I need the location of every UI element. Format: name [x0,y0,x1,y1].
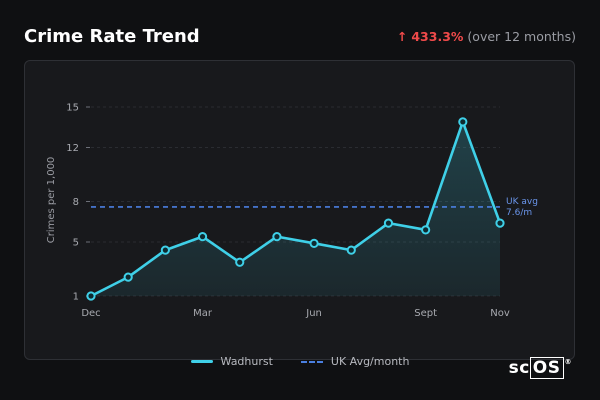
x-tick-label-0: Dec [81,308,100,319]
y-tick-label-1: 5 [73,238,79,249]
data-point-6[interactable] [309,238,319,248]
x-tick-label-2: Jun [305,308,322,319]
change-percent: 433.3% [411,29,464,44]
x-tick-label-3: Sept [414,308,437,319]
data-point-3[interactable] [197,232,208,242]
y-tick-label-2: 8 [73,197,79,208]
page-title: Crime Rate Trend [24,26,200,47]
data-point-11[interactable] [495,218,505,228]
legend-label-uk-avg: UK Avg/month [330,355,410,368]
data-point-5[interactable] [272,232,282,242]
change-indicator: ↑ 433.3% (over 12 months) [397,29,576,44]
legend-solid-line-icon [190,360,213,363]
change-period: (over 12 months) [467,29,576,44]
data-points [86,117,505,301]
x-tick-label-4: Nov [490,308,510,319]
y-tick-label-4: 15 [66,103,79,114]
chart-legend: Wadhurst UK Avg/month [0,355,600,368]
uk-average-label: UK avg [506,197,538,207]
series-area [91,121,500,296]
series-line-wadhurst [90,120,502,298]
x-axis-ticks: Dec Mar Jun Sept Nov [81,308,510,319]
uk-average-value-label: 7.6/m [506,208,532,218]
data-point-8[interactable] [383,218,394,228]
data-point-1[interactable] [123,272,133,282]
y-tick-label-3: 12 [66,143,79,154]
data-point-0[interactable] [86,291,96,301]
data-point-7[interactable] [346,245,356,255]
trend-up-icon: ↑ [396,29,408,44]
legend-dashed-line-icon [300,360,323,363]
data-point-10[interactable] [458,117,468,127]
y-axis-label: Crimes per 1,000 [46,157,57,244]
data-point-2[interactable] [160,245,170,255]
legend-item-wadhurst[interactable]: Wadhurst [190,355,273,368]
legend-item-uk-avg[interactable]: UK Avg/month [300,355,410,368]
legend-label-wadhurst: Wadhurst [220,355,273,368]
x-tick-label-1: Mar [193,308,213,319]
data-point-4[interactable] [235,257,245,267]
data-point-9[interactable] [421,225,431,235]
scos-logo: sc OS ® [508,357,572,379]
y-tick-label-0: 1 [73,292,79,303]
